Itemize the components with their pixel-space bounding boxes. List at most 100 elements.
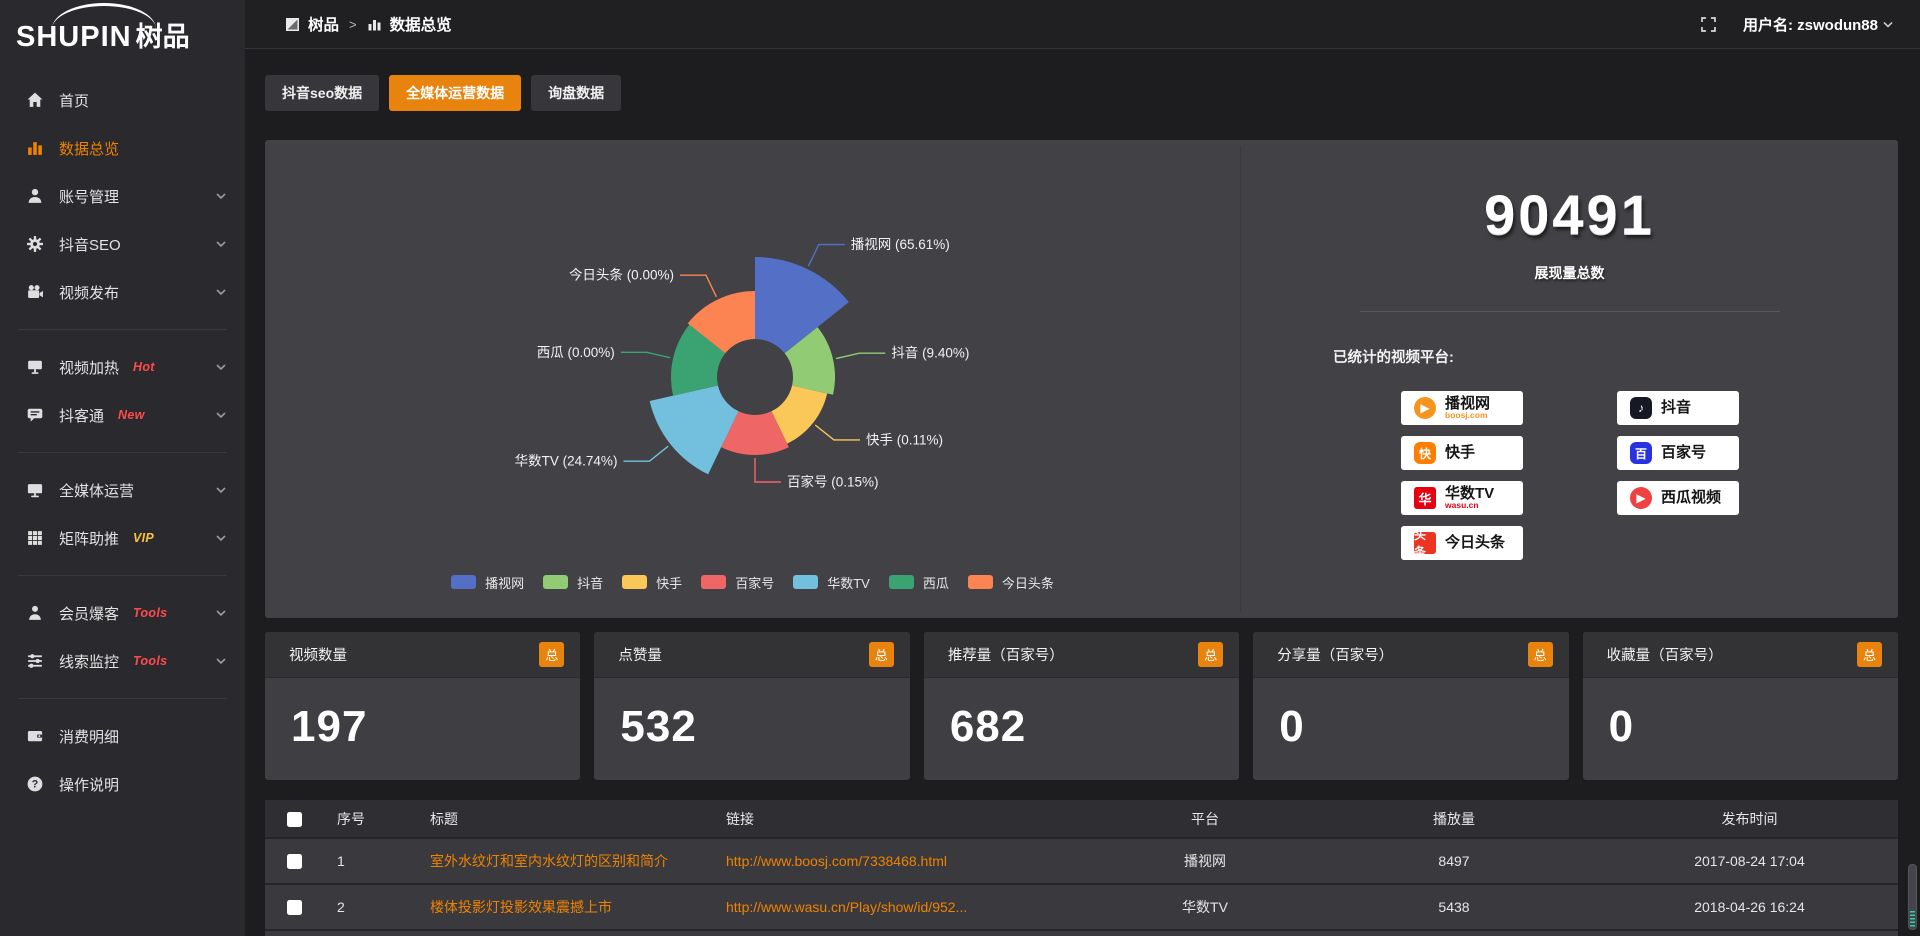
stat-card-value: 532 <box>620 702 697 751</box>
total-badge[interactable]: 总 <box>868 642 894 667</box>
col-header-publish-time: 发布时间 <box>1721 810 1778 827</box>
platform-badge-column: ♪ 抖音百百家号 ▶ 西瓜视频 <box>1617 391 1739 560</box>
sidebar-item-video-publish[interactable]: 视频发布 <box>0 268 245 316</box>
sidebar-divider <box>18 452 227 453</box>
question-icon: ? <box>26 775 44 793</box>
legend-item-0[interactable]: 播视网 <box>451 573 524 592</box>
sidebar-item-label: 消费明细 <box>59 728 120 746</box>
legend-label: 西瓜 <box>922 575 949 591</box>
cell-index: 1 <box>337 853 345 869</box>
sidebar-item-account-management[interactable]: 账号管理 <box>0 172 245 220</box>
cell-index: 2 <box>337 899 345 915</box>
stat-card-video-count: 视频数量 总 197 <box>265 632 581 780</box>
sidebar-item-video-heating[interactable]: 视频加热 Hot <box>0 343 245 391</box>
total-badge[interactable]: 总 <box>1198 642 1224 667</box>
signboard-icon <box>26 358 44 376</box>
total-badge[interactable]: 总 <box>1527 642 1553 667</box>
legend-item-3[interactable]: 百家号 <box>701 573 774 592</box>
pie-slice-label: 抖音 (9.40%) <box>891 345 969 361</box>
stat-card-value: 682 <box>949 702 1027 751</box>
main-content: 抖音seo数据 全媒体运营数据 询盘数据 播视网 (65.61%) 抖音 (9.4… <box>245 49 1920 936</box>
cell-url-link[interactable]: http://www.boosj.com/7338468.html <box>726 853 948 869</box>
sidebar-item-home[interactable]: 首页 <box>0 76 245 124</box>
breadcrumb-root[interactable]: 树品 <box>308 17 340 34</box>
pie-slice-4[interactable] <box>649 385 739 475</box>
breadcrumb-separator: > <box>349 16 357 32</box>
username-label: 用户名: zswodun88 <box>1742 16 1878 34</box>
platform-sub-text: boosj.com <box>1445 410 1488 421</box>
vertical-scrollbar-thumb[interactable] <box>1908 864 1917 930</box>
sidebar-item-data-overview[interactable]: 数据总览 <box>0 124 245 172</box>
row-checkbox[interactable] <box>287 854 302 870</box>
sidebar-item-doukerton[interactable]: 抖客通 New <box>0 391 245 439</box>
pie-slice-5[interactable] <box>671 324 726 396</box>
select-all-checkbox[interactable] <box>287 811 302 827</box>
platform-badge-快手: 快快手 <box>1401 436 1523 470</box>
stat-card-label: 推荐量（百家号） <box>947 648 1064 664</box>
sidebar-item-label: 数据总览 <box>59 140 120 158</box>
scrollbar-markers <box>1910 911 1915 927</box>
panel-divider <box>1240 146 1241 612</box>
sidebar-item-operation-guide[interactable]: ? 操作说明 <box>0 760 245 808</box>
pie-slice-6[interactable] <box>687 291 755 354</box>
rose-pie-chart: 播视网 (65.61%) 抖音 (9.40%) 快手 (0.11%) 百家号 (0.1… <box>265 140 1240 618</box>
pie-slice-3[interactable] <box>721 411 789 456</box>
sidebar-item-spending-details[interactable]: 消费明细 <box>0 712 245 760</box>
total-badge[interactable]: 总 <box>539 642 565 667</box>
legend-item-1[interactable]: 抖音 <box>543 573 603 592</box>
pie-chart-canvas[interactable]: 播视网 (65.61%) 抖音 (9.40%) 快手 (0.11%) 百家号 (0.1… <box>265 140 1240 558</box>
sidebar-item-label: 视频发布 <box>59 284 120 302</box>
cell-platform: 华数TV <box>1182 899 1228 915</box>
col-header-platform: 平台 <box>1191 810 1219 827</box>
person-icon <box>26 604 44 622</box>
cell-url-link[interactable]: http://www.wasu.cn/Play/show/id/952... <box>726 899 968 915</box>
pie-label-leader <box>814 424 860 441</box>
legend-item-6[interactable]: 今日头条 <box>967 573 1054 592</box>
tab-inquiry-data[interactable]: 询盘数据 <box>531 75 622 111</box>
legend-item-5[interactable]: 西瓜 <box>888 573 949 592</box>
home-icon <box>26 91 44 109</box>
platform-name: 快手 <box>1445 444 1476 462</box>
row-checkbox[interactable] <box>287 900 302 916</box>
legend-item-4[interactable]: 华数TV <box>793 573 870 592</box>
tab-douyin-seo-data[interactable]: 抖音seo数据 <box>265 75 380 111</box>
wallet-icon <box>26 727 44 745</box>
fullscreen-icon[interactable] <box>1700 16 1717 33</box>
chevron-down-icon <box>215 409 227 421</box>
cell-plays: 5438 <box>1438 899 1470 915</box>
platform-logo-icon: 华 <box>1414 487 1436 509</box>
platform-name: 西瓜视频 <box>1661 489 1722 507</box>
pie-label-leader <box>835 352 886 360</box>
pie-slice-label: 快手 (0.11%) <box>866 432 943 447</box>
window-icon <box>285 17 300 32</box>
pie-slice-1[interactable] <box>784 327 836 395</box>
sidebar-item-lead-monitoring[interactable]: 线索监控 Tools <box>0 637 245 685</box>
pie-slice-2[interactable] <box>771 385 828 444</box>
cell-title-link[interactable]: 楼体投影灯投影效果震撼上市 <box>430 899 612 915</box>
cell-plays: 8497 <box>1438 853 1470 869</box>
stat-card-label: 点赞量 <box>618 648 662 664</box>
tools-badge: Tools <box>133 654 168 668</box>
pie-slice-0[interactable] <box>755 257 849 354</box>
hot-badge: Hot <box>133 360 155 374</box>
tools-badge: Tools <box>133 606 168 620</box>
legend-swatch <box>451 575 477 589</box>
sidebar-item-matrix-boost[interactable]: 矩阵助推 VIP <box>0 514 245 562</box>
cell-publish-time: 2017-08-24 17:04 <box>1694 853 1805 869</box>
col-header-plays: 播放量 <box>1433 810 1475 827</box>
sidebar-item-douyin-seo[interactable]: 抖音SEO <box>0 220 245 268</box>
platform-logo-icon: ▶ <box>1414 397 1436 419</box>
sidebar-item-member-growth[interactable]: 会员爆客 Tools <box>0 589 245 637</box>
user-menu[interactable]: 用户名: zswodun88 <box>1743 14 1894 35</box>
stat-card-label: 收藏量（百家号） <box>1606 648 1723 664</box>
total-badge[interactable]: 总 <box>1857 642 1883 667</box>
sidebar-item-omnimedia-operation[interactable]: 全媒体运营 <box>0 466 245 514</box>
stat-card-shares: 分享量（百家号） 总 0 <box>1253 632 1569 780</box>
stat-card-label: 视频数量 <box>289 648 347 664</box>
tab-omnimedia-data[interactable]: 全媒体运营数据 <box>389 75 522 111</box>
legend-label: 今日头条 <box>1001 575 1054 591</box>
legend-item-2[interactable]: 快手 <box>622 573 682 592</box>
cell-publish-time: 2018-04-26 16:24 <box>1694 899 1805 915</box>
cell-title-link[interactable]: 室外水纹灯和室内水纹灯的区别和简介 <box>430 853 668 869</box>
sidebar-item-label: 抖客通 <box>59 407 105 425</box>
